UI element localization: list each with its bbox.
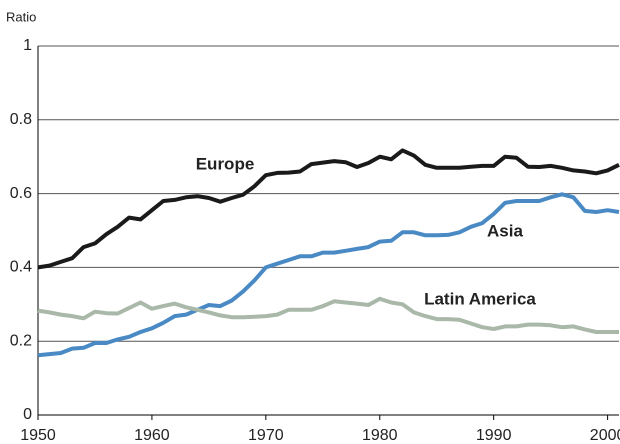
series-line bbox=[37, 296, 619, 334]
x-tick-label: 2000 bbox=[590, 427, 620, 444]
series-label: Asia bbox=[487, 221, 523, 240]
y-tick-label: 1 bbox=[23, 37, 32, 54]
x-tick-label: 1990 bbox=[476, 427, 512, 444]
x-tick-label: 1970 bbox=[248, 427, 284, 444]
series-line bbox=[37, 148, 620, 270]
x-tick-label: 1950 bbox=[20, 427, 56, 444]
x-tick-label: 1960 bbox=[134, 427, 170, 444]
x-tick-label: 1980 bbox=[362, 427, 398, 444]
y-tick-label: 0.8 bbox=[10, 111, 32, 128]
series-label: Latin America bbox=[424, 289, 536, 308]
series-line bbox=[37, 192, 620, 358]
y-tick-label: 0.4 bbox=[10, 259, 32, 276]
y-tick-label: 0 bbox=[23, 406, 32, 423]
y-tick-label: 0.6 bbox=[10, 185, 32, 202]
y-axis-label: Ratio bbox=[6, 9, 36, 24]
series-label: Europe bbox=[196, 154, 255, 173]
y-tick-label: 0.2 bbox=[10, 332, 32, 349]
